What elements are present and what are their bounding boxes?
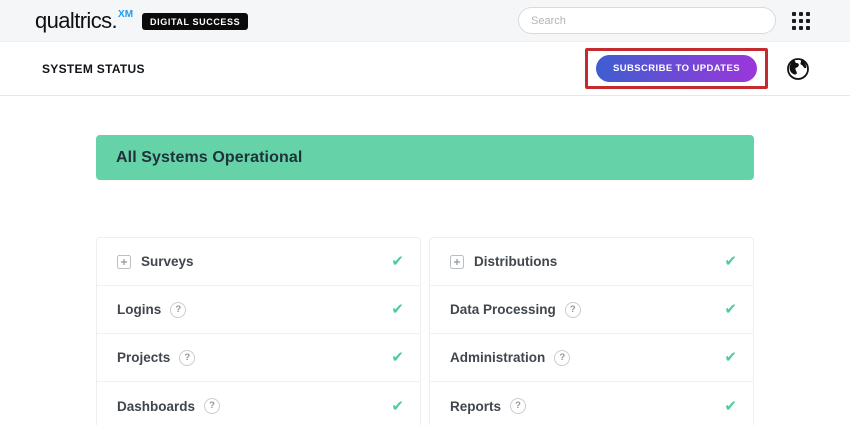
status-row-projects: Projects ? ✔ bbox=[97, 334, 420, 382]
status-service-label: Projects bbox=[117, 350, 171, 365]
apps-grid-icon[interactable] bbox=[792, 11, 810, 30]
operational-check-icon: ✔ bbox=[391, 253, 404, 270]
help-icon[interactable]: ? bbox=[554, 349, 571, 366]
operational-check-icon: ✔ bbox=[724, 349, 737, 366]
digital-success-badge: DIGITAL SUCCESS bbox=[142, 12, 249, 30]
status-service-label: Dashboards bbox=[117, 398, 196, 414]
status-service-label: Distributions bbox=[474, 254, 558, 269]
status-column-left: Surveys ? ✔ Logins ? ✔ Projects ? ✔ bbox=[96, 237, 421, 425]
help-icon[interactable]: ? bbox=[170, 301, 187, 318]
status-row-dashboards: Dashboards ? ✔ bbox=[97, 382, 420, 425]
status-service-label: Logins bbox=[117, 302, 162, 317]
main-content: All Systems Operational Surveys ? ✔ Logi… bbox=[96, 135, 754, 425]
help-icon[interactable]: ? bbox=[179, 349, 196, 366]
expand-icon[interactable] bbox=[117, 254, 131, 269]
status-grid: Surveys ? ✔ Logins ? ✔ Projects ? ✔ bbox=[96, 237, 754, 425]
operational-check-icon: ✔ bbox=[391, 397, 404, 415]
top-navigation-bar: qualtrics. XM DIGITAL SUCCESS bbox=[0, 0, 850, 42]
annotation-highlight-box: SUBSCRIBE TO UPDATES bbox=[585, 48, 768, 89]
status-column-right: Distributions ? ✔ Data Processing ? ✔ Ad… bbox=[429, 237, 754, 425]
globe-language-icon[interactable] bbox=[786, 57, 810, 81]
operational-check-icon: ✔ bbox=[724, 253, 737, 270]
operational-check-icon: ✔ bbox=[391, 349, 404, 366]
status-row-administration: Administration ? ✔ bbox=[430, 334, 753, 382]
operational-check-icon: ✔ bbox=[724, 397, 737, 415]
status-service-label: Data Processing bbox=[450, 302, 556, 317]
status-service-label: Surveys bbox=[141, 254, 194, 269]
status-row-surveys: Surveys ? ✔ bbox=[97, 238, 420, 286]
status-service-label: Administration bbox=[450, 350, 546, 365]
page-title: SYSTEM STATUS bbox=[42, 61, 145, 76]
status-row-data-processing: Data Processing ? ✔ bbox=[430, 286, 753, 334]
help-icon[interactable]: ? bbox=[564, 301, 581, 318]
page-header: SYSTEM STATUS SUBSCRIBE TO UPDATES bbox=[0, 42, 850, 96]
banner-text: All Systems Operational bbox=[116, 148, 303, 166]
status-row-reports: Reports ? ✔ bbox=[430, 382, 753, 425]
help-glyph: ? bbox=[559, 351, 566, 363]
search-box[interactable] bbox=[518, 7, 776, 34]
all-systems-operational-banner: All Systems Operational bbox=[96, 135, 754, 180]
expand-icon[interactable] bbox=[450, 254, 464, 269]
status-row-logins: Logins ? ✔ bbox=[97, 286, 420, 334]
help-glyph: ? bbox=[209, 400, 215, 412]
logo-wordmark: qualtrics. bbox=[35, 7, 118, 33]
qualtrics-logo[interactable]: qualtrics. XM DIGITAL SUCCESS bbox=[35, 7, 249, 34]
status-service-label: Reports bbox=[450, 398, 502, 414]
help-icon[interactable]: ? bbox=[204, 398, 221, 414]
help-glyph: ? bbox=[175, 303, 182, 315]
help-glyph: ? bbox=[515, 400, 521, 412]
operational-check-icon: ✔ bbox=[391, 301, 404, 318]
search-input[interactable] bbox=[531, 14, 763, 27]
help-glyph: ? bbox=[569, 303, 576, 315]
help-icon[interactable]: ? bbox=[510, 398, 527, 414]
status-row-distributions: Distributions ? ✔ bbox=[430, 238, 753, 286]
subscribe-to-updates-button[interactable]: SUBSCRIBE TO UPDATES bbox=[596, 55, 757, 82]
operational-check-icon: ✔ bbox=[724, 301, 737, 318]
logo-xm-superscript: XM bbox=[118, 8, 134, 20]
help-glyph: ? bbox=[184, 351, 191, 363]
